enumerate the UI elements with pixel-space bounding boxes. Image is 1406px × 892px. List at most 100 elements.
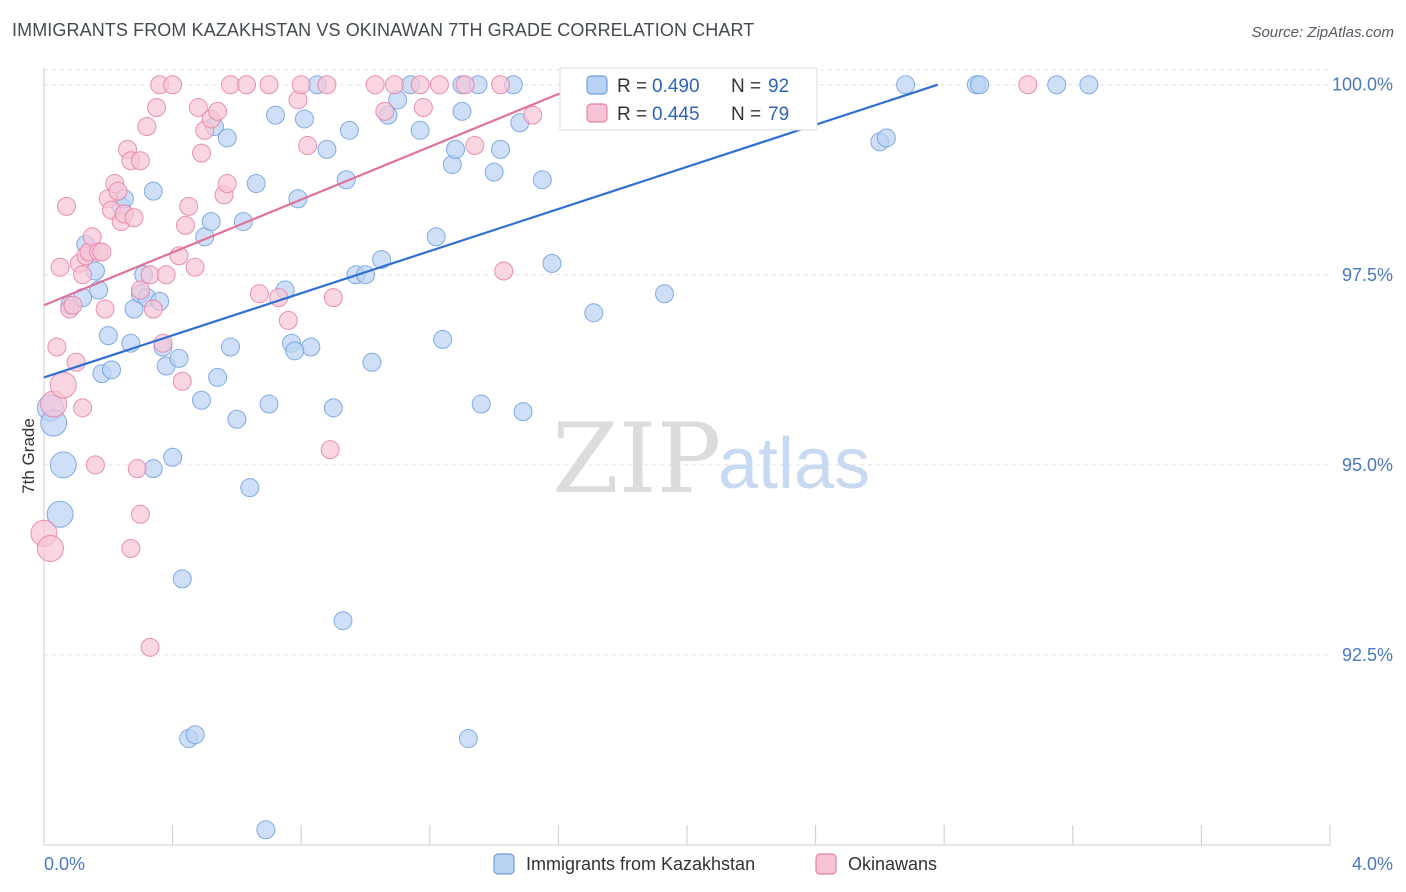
okinawans-point-17 (92, 242, 112, 262)
okinawans-point-66 (413, 98, 433, 118)
kazakhstan-point-68 (491, 139, 511, 159)
okinawans-point-28 (127, 459, 147, 479)
kazakhstan-point-44 (301, 337, 321, 357)
kazakhstan-point-32 (227, 409, 247, 429)
okinawans-point-47 (208, 101, 228, 121)
kazakhstan-point-9 (98, 326, 118, 346)
okinawans-point-74 (73, 398, 93, 418)
y-tick-label-2: 97.5% (1342, 265, 1393, 285)
kazakhstan-point-28 (201, 212, 221, 232)
kazakhstan-point-49 (336, 170, 356, 190)
kazakhstan-point-82 (896, 75, 916, 95)
okinawans-point-15 (85, 455, 105, 475)
okinawans-point-27 (124, 208, 144, 228)
kazakhstan-point-20 (169, 348, 189, 368)
okinawans-point-77 (140, 637, 160, 657)
y-axis-label: 7th Grade (19, 418, 38, 494)
legend-r-value-1: 0.490 (652, 76, 700, 97)
okinawans-point-37 (163, 75, 183, 95)
okinawans-point-58 (298, 136, 318, 156)
watermark-zip: ZIP (552, 403, 721, 515)
okinawans-point-67 (429, 75, 449, 95)
x-tick-marks (43, 825, 1331, 845)
okinawans-point-49 (217, 174, 237, 194)
bottom-legend-swatch-okinawans (815, 853, 837, 875)
okinawans-point-73 (1018, 75, 1038, 95)
x-tick-label-min: 0.0% (44, 854, 85, 874)
chart-title: IMMIGRANTS FROM KAZAKHSTAN VS OKINAWAN 7… (12, 20, 755, 40)
kazakhstan-point-84 (970, 75, 990, 95)
okinawans-point-35 (153, 333, 173, 353)
okinawans-point-44 (192, 143, 212, 163)
okinawans-point-41 (179, 196, 199, 216)
okinawans-point-70 (491, 75, 511, 95)
kazakhstan-point-38 (259, 394, 279, 414)
kazakhstan-point-25 (185, 725, 205, 745)
okinawans-point-31 (140, 265, 160, 285)
okinawans-point-33 (147, 98, 167, 118)
okinawans-point-64 (384, 75, 404, 95)
okinawans-point-65 (410, 75, 430, 95)
kazakhstan-point-21 (163, 447, 183, 467)
kazakhstan-point-81 (876, 128, 896, 148)
kazakhstan-point-71 (513, 402, 533, 422)
watermark-atlas: atlas (718, 424, 870, 504)
okinawans-point-43 (188, 98, 208, 118)
okinawans-point-62 (365, 75, 385, 95)
legend-n-value-2: 79 (768, 104, 789, 125)
kazakhstan-point-54 (372, 250, 392, 270)
kazakhstan-point-88 (102, 360, 122, 380)
okinawans-point-53 (259, 75, 279, 95)
okinawans-point-1 (36, 534, 64, 562)
okinawans-point-78 (130, 280, 150, 300)
okinawans-point-50 (220, 75, 240, 95)
legend-swatch-kazakhstan (586, 75, 608, 95)
grid-lines (44, 69, 1330, 656)
okinawans-point-29 (130, 151, 150, 171)
legend-n-value-1: 92 (768, 76, 789, 97)
legend-r-value-2: 0.445 (652, 104, 700, 125)
kazakhstan-point-47 (323, 398, 343, 418)
okinawans-point-22 (108, 181, 128, 201)
bottom-legend-label-okinawans: Okinawans (848, 854, 937, 874)
kazakhstan-point-26 (192, 390, 212, 410)
okinawans-point-59 (317, 75, 337, 95)
kazakhstan-point-37 (256, 820, 276, 840)
okinawans-point-76 (130, 504, 150, 524)
kazakhstan-point-17 (143, 181, 163, 201)
kazakhstan-point-43 (294, 109, 314, 129)
kazakhstan-point-50 (339, 120, 359, 140)
source-label: Source: ZipAtlas.com (1251, 24, 1394, 41)
kazakhstan-point-86 (1079, 75, 1099, 95)
okinawans-point-55 (278, 310, 298, 330)
okinawans-point-9 (66, 352, 86, 372)
x-tick-label-max: 4.0% (1352, 854, 1393, 874)
legend-swatch-okinawans (586, 103, 608, 123)
okinawans-point-8 (63, 295, 83, 315)
okinawans-point-30 (137, 117, 157, 137)
trend-lines (43, 83, 939, 379)
kazakhstan-point-74 (584, 303, 604, 323)
okinawans-point-18 (95, 299, 115, 319)
kazakhstan-point-23 (172, 569, 192, 589)
kazakhstan-point-73 (542, 253, 562, 273)
kazakhstan-point-77 (654, 284, 674, 304)
kazakhstan-point-3 (46, 500, 74, 528)
okinawans-point-40 (175, 215, 195, 235)
okinawans-point-68 (455, 75, 475, 95)
y-tick-label-0: 92.5% (1342, 645, 1393, 665)
legend-n-label-1: N = (731, 76, 761, 97)
kazakhstan-point-36 (246, 174, 266, 194)
okinawans-point-71 (494, 261, 514, 281)
kazakhstan-point-35 (240, 478, 260, 498)
okinawans-point-75 (121, 538, 141, 558)
kazakhstan-point-85 (1047, 75, 1067, 95)
okinawans-point-42 (185, 257, 205, 277)
bottom-legend-swatch-kazakhstan (493, 853, 515, 875)
legend-r-label-1: R = (617, 76, 647, 97)
kazakhstan-point-48 (333, 611, 353, 631)
okinawans-point-6 (57, 196, 77, 216)
y-tick-label-1: 95.0% (1342, 455, 1393, 475)
kazakhstan-point-31 (220, 337, 240, 357)
